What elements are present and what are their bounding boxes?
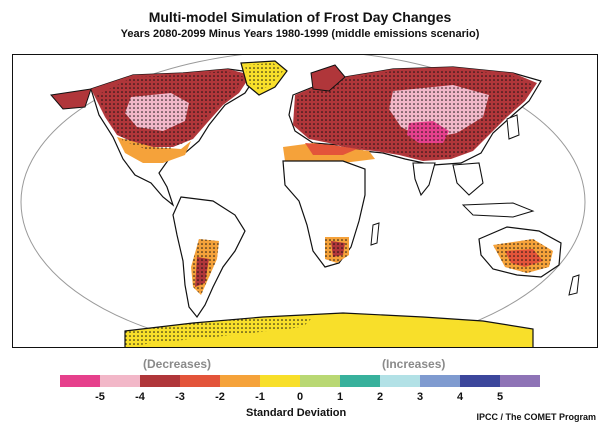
legend-swatch xyxy=(180,375,220,387)
legend-swatch xyxy=(420,375,460,387)
legend-swatch xyxy=(100,375,140,387)
legend-swatch xyxy=(340,375,380,387)
legend-swatch xyxy=(140,375,180,387)
north-america-stipple xyxy=(97,71,245,149)
legend-tick-label: 1 xyxy=(336,391,344,403)
alaska-tip xyxy=(50,88,92,110)
legend-tick-label: 3 xyxy=(416,391,424,403)
antarctica-stipple xyxy=(125,317,313,347)
legend-swatch xyxy=(220,375,260,387)
mediterranean-frost-moderate xyxy=(305,143,357,155)
southeast-asia xyxy=(452,162,484,196)
australia-stipple xyxy=(493,239,553,273)
madagascar xyxy=(370,222,380,246)
legend-swatch xyxy=(260,375,300,387)
legend-tick-label: -3 xyxy=(175,391,185,403)
south-africa-stipple xyxy=(325,237,349,263)
india xyxy=(412,162,436,197)
world-map-svg xyxy=(20,55,586,347)
south-america-stipple xyxy=(191,239,219,295)
new-zealand xyxy=(568,274,580,296)
legend-tick-label: 4 xyxy=(456,391,464,403)
japan xyxy=(506,114,520,140)
legend-swatch xyxy=(380,375,420,387)
legend-tick-label: -1 xyxy=(255,391,265,403)
eurasia-stipple xyxy=(297,69,533,159)
chart-subtitle: Years 2080-2099 Minus Years 1980-1999 (m… xyxy=(120,28,480,40)
world-map xyxy=(12,54,598,348)
legend-swatch xyxy=(460,375,500,387)
legend-tick-label: 0 xyxy=(296,391,304,403)
source-credit: IPCC / The COMET Program xyxy=(476,412,596,422)
legend-tick-label: 2 xyxy=(376,391,384,403)
legend-swatch xyxy=(60,375,100,387)
scandinavia xyxy=(310,64,346,92)
legend-swatch xyxy=(300,375,340,387)
indonesia xyxy=(461,202,535,218)
color-scale-bar xyxy=(60,375,540,387)
legend-swatch xyxy=(500,375,540,387)
legend-tick-label: -5 xyxy=(95,391,105,403)
color-scale-title: Standard Deviation xyxy=(246,407,347,419)
increases-label: (Increases) xyxy=(382,357,446,371)
greenland-stipple xyxy=(245,63,283,91)
chart-title: Multi-model Simulation of Frost Day Chan… xyxy=(148,9,452,25)
decreases-label: (Decreases) xyxy=(143,357,212,371)
legend-tick-label: -4 xyxy=(135,391,145,403)
legend-tick-label: -2 xyxy=(215,391,225,403)
legend-tick-label: 5 xyxy=(496,391,504,403)
